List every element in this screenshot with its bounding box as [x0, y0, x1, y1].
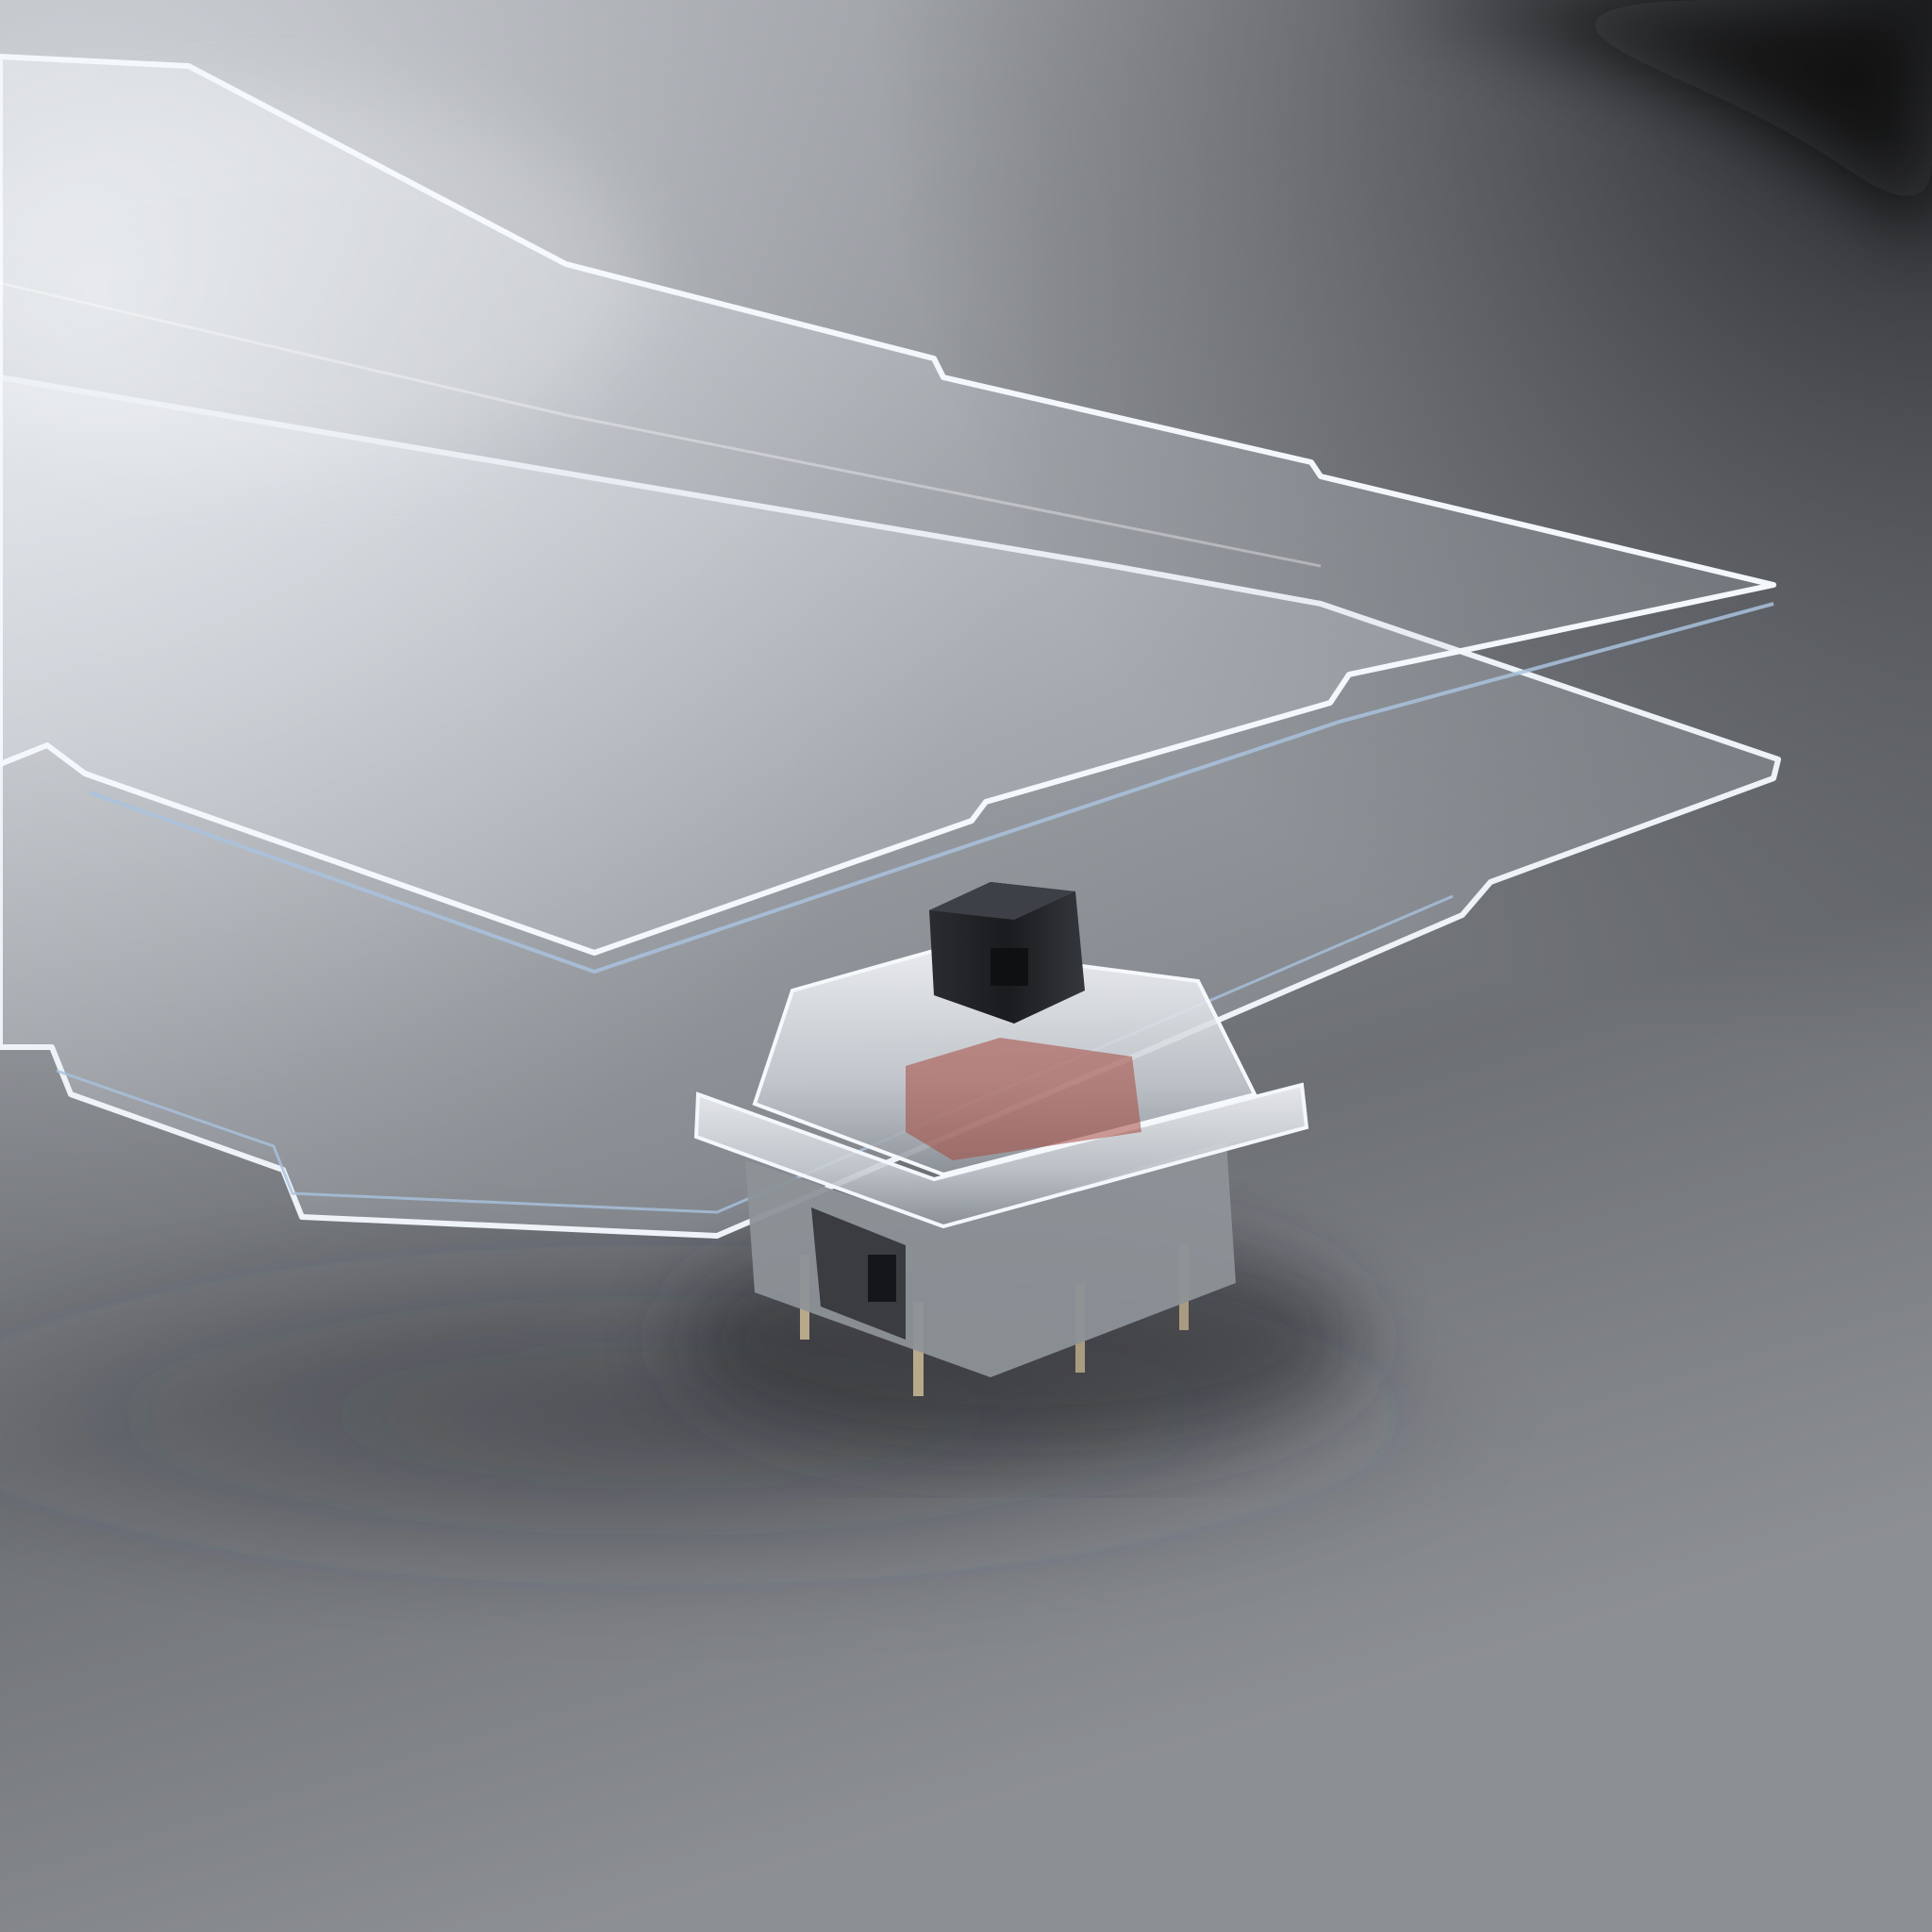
mechanical-switch	[693, 882, 1309, 1396]
switch-flange	[693, 1082, 1309, 1229]
blurred-cable-shadow	[1368, 0, 1932, 245]
plate-reflection	[0, 94, 641, 472]
switch-inner-tint	[906, 1038, 1141, 1160]
